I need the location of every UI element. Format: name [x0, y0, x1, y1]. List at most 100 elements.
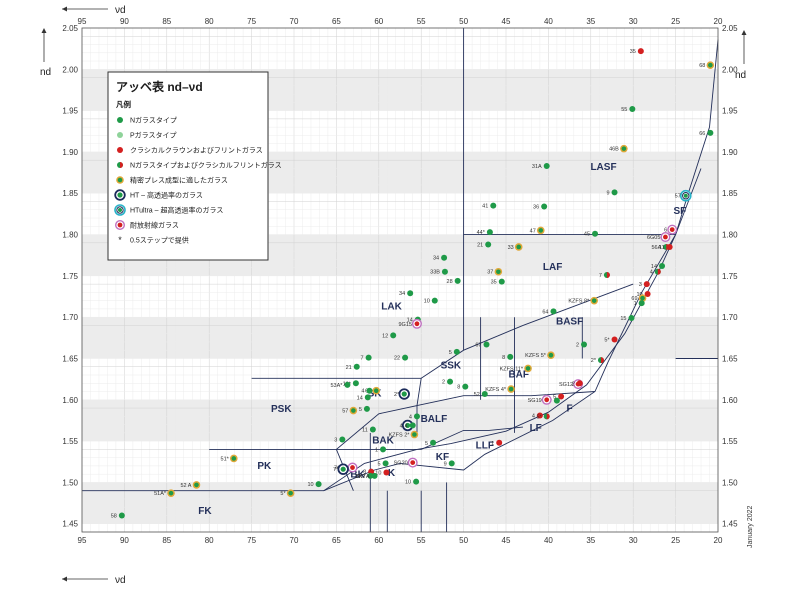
glass-point: 5 — [425, 439, 437, 447]
y-tick-right: 1.60 — [722, 396, 738, 405]
marker-n — [454, 277, 461, 284]
marker-precision-core — [548, 352, 554, 358]
date-note: January 2022 — [747, 505, 754, 548]
y-tick-right: 2.05 — [722, 24, 738, 33]
marker-n — [390, 332, 397, 339]
glass-point: 28 — [447, 277, 461, 285]
legend-item-label: Nガラスタイプおよびクラシカルフリントガラス — [130, 161, 282, 170]
y-tick-left: 1.70 — [62, 313, 78, 322]
glass-point-label: 4 — [361, 389, 364, 395]
glass-point-label: 2 — [576, 342, 579, 348]
marker-classic — [496, 439, 503, 446]
glass-point: 7 — [361, 354, 372, 362]
glass-point-label: 10 — [307, 482, 313, 488]
glass-point-label: 10 — [405, 480, 411, 486]
x-arrow-head-top — [62, 6, 67, 12]
marker-n — [315, 481, 322, 488]
legend-item-n: Nガラスタイプ — [117, 116, 177, 125]
glass-point-label: KZFS 4* — [485, 387, 507, 393]
marker-n — [441, 254, 448, 261]
glass-point-label: 1 — [491, 441, 494, 447]
x-tick-bottom: 25 — [671, 536, 680, 545]
glass-point-label: KZFS 2* — [389, 433, 411, 439]
glass-point-label: 5* — [537, 414, 543, 420]
glass-point: 10 — [375, 469, 390, 477]
glass-point-label: 21 — [477, 242, 483, 248]
region-label-baf: BAF — [508, 369, 529, 380]
x-tick-top: 95 — [78, 17, 87, 26]
y-tick-left: 1.75 — [62, 272, 78, 281]
glass-point-label: 35 — [630, 49, 636, 55]
glass-point-label: 46B — [609, 147, 619, 153]
glass-point-label: SG20 — [394, 461, 408, 467]
glass-point-label: 21 — [346, 365, 352, 371]
glass-point: 8 — [502, 353, 514, 361]
glass-point-label: 64 — [542, 309, 548, 315]
marker-ht-core — [340, 466, 346, 472]
glass-point: 41 — [482, 202, 497, 210]
marker-radiation-core — [410, 460, 416, 465]
glass-point-label: 28 — [447, 279, 453, 285]
legend-item-p: Pガラスタイプ — [117, 131, 177, 140]
legend-heading: 凡例 — [116, 99, 131, 109]
marker-precision-core — [538, 228, 544, 233]
marker-ht-core — [405, 422, 411, 429]
region-label-llf: LLF — [476, 441, 494, 452]
marker-n — [550, 308, 557, 315]
glass-point: KZFS 4* — [485, 385, 515, 393]
y-tick-left: 2.00 — [62, 65, 78, 74]
glass-point-label: 34 — [433, 256, 439, 262]
x-tick-top: 65 — [332, 17, 341, 26]
x-tick-top: 30 — [629, 17, 638, 26]
marker-radiation-core — [350, 465, 355, 470]
glass-point-label: SG12 — [559, 382, 573, 388]
marker-n — [364, 394, 371, 401]
marker-classic — [576, 380, 583, 387]
region-label-pk: PK — [257, 461, 272, 472]
y-tick-right: 1.70 — [722, 313, 738, 322]
y-tick-right: 1.85 — [722, 189, 738, 198]
marker-n-classic-half — [606, 272, 610, 279]
marker-precision-core — [591, 298, 597, 303]
glass-point: 5* — [604, 336, 618, 343]
glass-point: 14 — [651, 262, 666, 270]
region-label-fk: FK — [198, 506, 212, 517]
region-label-laf: LAF — [543, 262, 562, 273]
glass-point: 1 — [375, 446, 387, 453]
x-tick-top: 55 — [417, 17, 426, 26]
marker-n — [541, 203, 548, 210]
glass-point: 10 — [307, 481, 322, 488]
marker-classic — [611, 336, 618, 343]
region-label-k: K — [388, 468, 396, 479]
glass-point-label: 44* — [477, 230, 486, 236]
x-tick-top: 40 — [544, 17, 553, 26]
marker-n — [339, 436, 346, 443]
y-tick-right: 1.50 — [722, 478, 738, 487]
marker-n — [611, 189, 618, 196]
marker-n — [553, 397, 560, 404]
glass-point-label: 51* — [221, 456, 230, 462]
marker-n — [462, 383, 469, 390]
glass-point-label: KZFS 5* — [525, 353, 547, 359]
glass-point-label: 4 — [405, 423, 408, 429]
region-boundary — [404, 426, 524, 450]
marker-precision-core — [288, 490, 293, 496]
marker-p — [117, 132, 123, 138]
glass-point-label: 56A — [651, 245, 661, 251]
glass-point: KZFS 5* — [525, 351, 555, 359]
glass-point: 68 — [699, 61, 715, 69]
glass-point: SG19 — [528, 394, 552, 405]
glass-point-label: ZK7 — [355, 474, 365, 480]
marker-n-classic-half — [120, 162, 123, 168]
marker-n — [441, 268, 448, 275]
y-tick-left: 1.90 — [62, 148, 78, 157]
glass-point-label: 10 — [375, 471, 381, 477]
marker-ht-core — [401, 391, 407, 397]
marker-n — [407, 290, 414, 297]
glass-point-label: 4 — [532, 414, 535, 420]
glass-point: SG20 — [394, 457, 418, 468]
glass-point-label: 9G15 — [398, 322, 411, 328]
marker-n — [448, 460, 455, 467]
glass-point: 33 — [508, 243, 523, 251]
marker-n — [365, 354, 372, 361]
